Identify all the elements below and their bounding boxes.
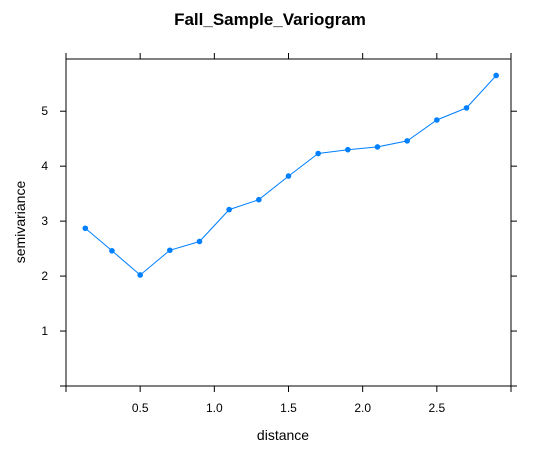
y-tick-label: 2: [41, 269, 48, 283]
chart-title: Fall_Sample_Variogram: [174, 10, 366, 29]
data-point: [285, 173, 292, 179]
x-tick-label: 1.5: [280, 401, 297, 415]
data-point: [434, 117, 440, 123]
data-point: [374, 144, 381, 150]
data-point: [404, 138, 410, 144]
data-point: [315, 150, 321, 157]
data-point: [137, 272, 143, 278]
x-tick-label: 1.0: [206, 401, 223, 415]
data-point: [345, 146, 351, 153]
data-point: [493, 72, 499, 79]
data-point: [256, 196, 262, 203]
data-point: [196, 238, 203, 245]
data-point: [109, 248, 115, 254]
x-axis: 0.5 1.0 1.5 2.0 2.5: [65, 53, 512, 415]
data-point: [82, 225, 89, 232]
x-axis-label: distance: [257, 427, 309, 443]
y-tick-label: 4: [41, 159, 48, 173]
data-point: [226, 206, 232, 213]
y-axis-label: semivariance: [12, 181, 28, 264]
y-tick-label: 1: [41, 324, 48, 338]
plot-frame: [65, 58, 512, 387]
series-group: [82, 72, 499, 278]
x-tick-label: 2.5: [428, 401, 445, 415]
y-tick-label: 5: [41, 104, 48, 118]
x-tick-label: 0.5: [132, 401, 149, 415]
data-point: [463, 105, 470, 111]
x-tick-label: 2.0: [354, 401, 371, 415]
data-point: [167, 247, 173, 254]
y-axis: 1 2 3 4 5: [41, 104, 517, 387]
y-tick-label: 3: [41, 214, 48, 228]
